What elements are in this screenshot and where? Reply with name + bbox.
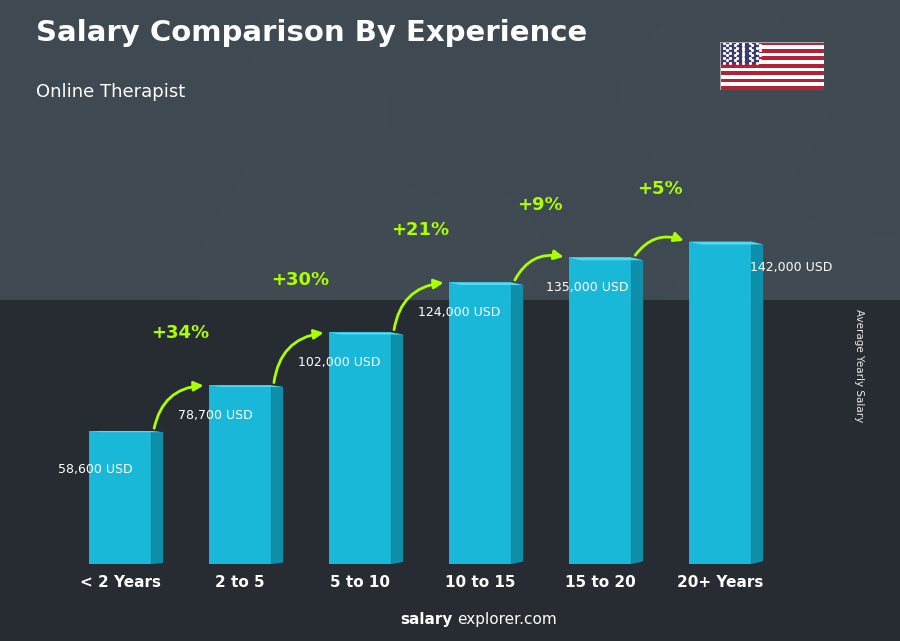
Bar bbox=[720, 82, 824, 86]
Text: Salary Comparison By Experience: Salary Comparison By Experience bbox=[36, 19, 587, 47]
Bar bbox=[688, 242, 752, 564]
Text: +9%: +9% bbox=[518, 196, 562, 214]
Bar bbox=[720, 42, 824, 46]
Bar bbox=[89, 431, 151, 564]
Bar bbox=[720, 46, 824, 49]
Bar bbox=[720, 42, 760, 64]
Bar bbox=[569, 258, 631, 564]
Polygon shape bbox=[89, 431, 163, 432]
Polygon shape bbox=[328, 333, 403, 335]
Polygon shape bbox=[392, 333, 403, 564]
Polygon shape bbox=[688, 242, 763, 244]
Bar bbox=[720, 79, 824, 82]
Text: 102,000 USD: 102,000 USD bbox=[298, 356, 380, 369]
Bar bbox=[720, 75, 824, 79]
Text: 124,000 USD: 124,000 USD bbox=[418, 306, 500, 319]
Text: 78,700 USD: 78,700 USD bbox=[177, 409, 252, 422]
Polygon shape bbox=[511, 283, 523, 564]
Text: +5%: +5% bbox=[637, 180, 683, 198]
Bar bbox=[720, 71, 824, 75]
FancyArrowPatch shape bbox=[635, 233, 681, 255]
Polygon shape bbox=[752, 242, 763, 564]
Bar bbox=[449, 283, 511, 564]
Text: salary: salary bbox=[400, 612, 453, 627]
FancyArrowPatch shape bbox=[154, 383, 201, 428]
Bar bbox=[720, 60, 824, 64]
Polygon shape bbox=[449, 283, 523, 285]
Text: explorer.com: explorer.com bbox=[457, 612, 557, 627]
Text: +21%: +21% bbox=[391, 221, 449, 238]
Text: +30%: +30% bbox=[271, 271, 329, 288]
Text: 142,000 USD: 142,000 USD bbox=[750, 262, 832, 274]
FancyArrowPatch shape bbox=[515, 251, 561, 280]
Text: 135,000 USD: 135,000 USD bbox=[546, 281, 628, 294]
Polygon shape bbox=[631, 258, 644, 564]
Bar bbox=[720, 64, 824, 67]
Bar bbox=[720, 86, 824, 90]
Polygon shape bbox=[151, 431, 163, 564]
Text: +34%: +34% bbox=[151, 324, 209, 342]
Bar bbox=[720, 67, 824, 71]
FancyArrowPatch shape bbox=[274, 331, 320, 383]
Bar bbox=[209, 385, 271, 564]
Bar bbox=[720, 56, 824, 60]
Polygon shape bbox=[569, 258, 643, 260]
Text: 58,600 USD: 58,600 USD bbox=[58, 463, 132, 476]
Polygon shape bbox=[271, 385, 284, 564]
FancyArrowPatch shape bbox=[394, 280, 440, 329]
Bar bbox=[720, 53, 824, 56]
Bar bbox=[720, 49, 824, 53]
Text: Online Therapist: Online Therapist bbox=[36, 83, 185, 101]
Bar bbox=[328, 333, 392, 564]
Polygon shape bbox=[209, 385, 284, 387]
Text: Average Yearly Salary: Average Yearly Salary bbox=[854, 309, 865, 422]
